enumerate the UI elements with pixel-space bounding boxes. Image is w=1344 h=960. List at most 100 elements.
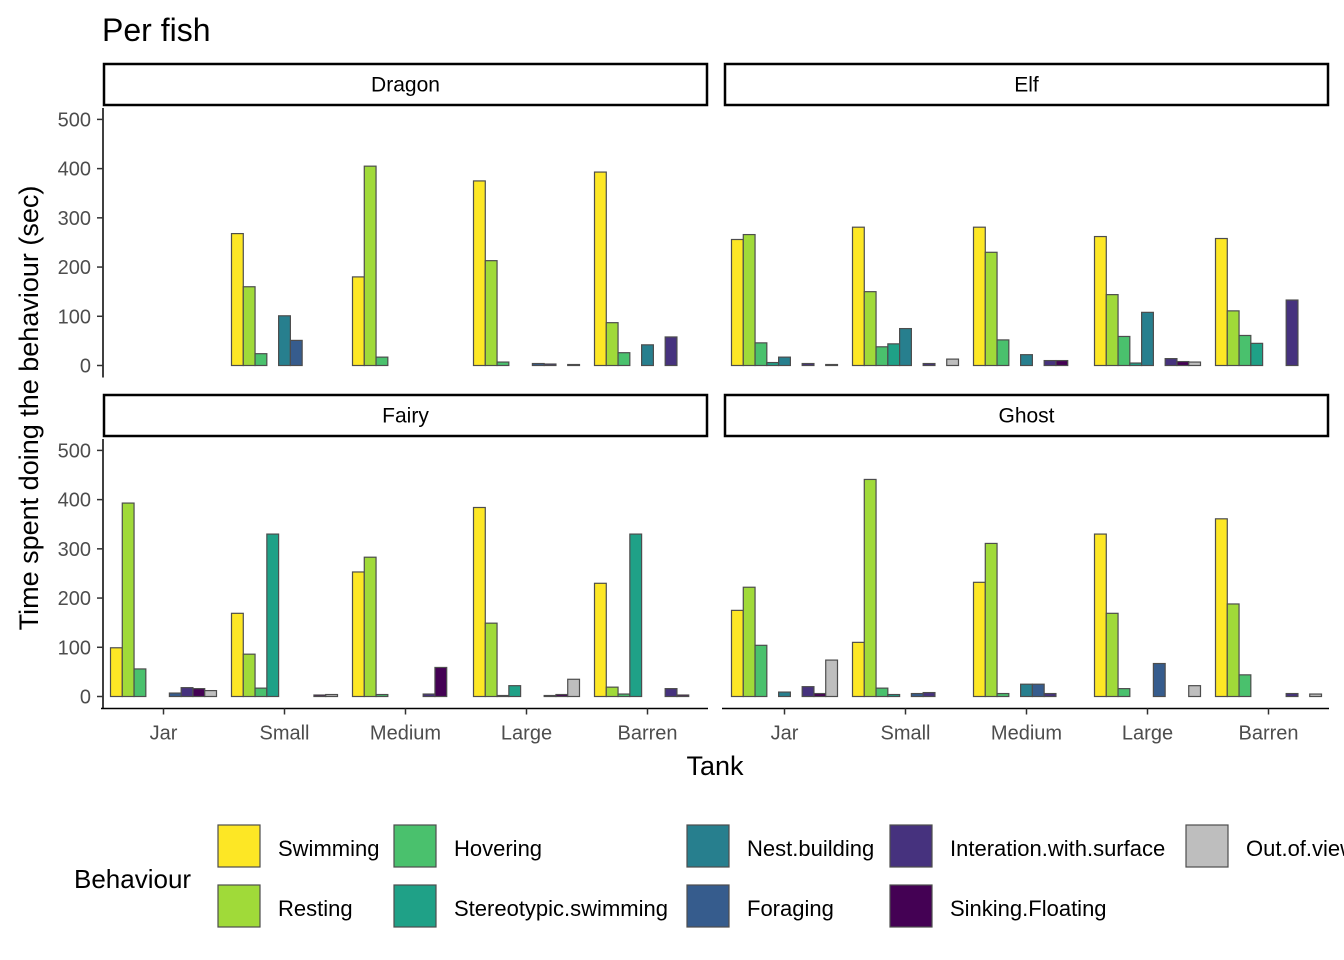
bar-hovering [375,693,389,698]
y-axis-label: Time spent doing the behaviour (sec) [14,186,44,631]
bar-out-of-view [325,693,339,698]
bar-nest-building [778,691,791,698]
bar-swimming [851,226,865,367]
bar-sinking-floating [1176,360,1190,367]
bar-hovering [496,694,510,698]
bar-sinking-floating [813,692,827,698]
bar-interation-with-surface [664,688,678,698]
bar-swimming [109,647,123,698]
bar-group-medium [351,556,448,698]
x-tick-label: Medium [370,723,441,745]
bar-nest-building [278,315,291,367]
bar-nest-building [778,356,791,367]
bar-stereotypic-swimming [629,533,643,698]
bar-swimming [472,506,486,698]
bar-out-of-view [946,358,960,367]
facet-ghost: Ghost Jar Small Medium Large Barren [722,393,1330,745]
bar-interation-with-surface [664,336,678,367]
facet-elf: Elf [723,62,1330,367]
legend-label: Hovering [454,836,542,861]
facet-strip [102,393,709,438]
bar-interation-with-surface [1285,692,1299,698]
legend-item-hovering: Hovering [393,824,542,868]
legend-item-out-of-view: Out.of.view [1185,824,1344,868]
y-tick-label: 300 [58,539,91,561]
facet-fairy: Fairy 0 100 200 300 400 500 Jar Small Medium Large… [58,393,709,745]
bar-hovering [1238,674,1252,698]
x-tick-label: Small [259,723,309,745]
y-tick-label: 200 [58,257,91,279]
bar-group-jar [109,502,218,698]
bar-swimming [1093,533,1107,698]
legend-item-nest-building: Nest.building [686,824,874,868]
chart-title: Per fish [102,12,210,48]
bar-group-barren [593,533,690,698]
bar-out-of-view [1309,693,1323,698]
bar-resting [242,286,256,367]
facet-strip [723,62,1330,107]
bar-hovering [996,339,1010,367]
bar-group-jar [730,233,839,367]
y-tick-label: 0 [80,687,91,709]
x-tick-label: Barren [1238,723,1298,745]
bar-resting [121,502,135,698]
legend-label: Foraging [747,896,834,921]
bar-group-large [472,506,581,698]
facet-label: Elf [1014,74,1039,97]
bar-hovering [496,361,510,367]
bar-interation-with-surface [922,691,936,698]
bar-interation-with-surface [1285,299,1299,367]
bar-hovering [875,346,889,367]
legend-item-stereotypic-swimming: Stereotypic.swimming [393,884,668,928]
bar-out-of-view [825,363,839,367]
y-tick-label: 100 [58,306,91,328]
x-tick-label: Medium [991,723,1062,745]
legend-item-foraging: Foraging [686,884,834,928]
bar-swimming [593,171,607,367]
bar-swimming [1214,237,1228,367]
facet-label: Fairy [382,405,429,428]
bar-out-of-view [1188,361,1202,367]
bar-sinking-floating [676,694,690,698]
bar-group-large [1093,235,1202,367]
bar-hovering [617,352,631,367]
bar-resting [742,586,756,698]
bar-interation-with-surface [543,363,557,367]
bar-group-large [472,180,581,367]
legend-swatch [1185,824,1229,868]
bar-stereotypic-swimming [887,343,901,367]
y-tick-label: 500 [58,440,91,462]
bar-resting [1226,603,1240,698]
bar-interation-with-surface [801,362,815,367]
y-tick-label: 200 [58,588,91,610]
bar-resting [1105,612,1119,698]
bar-swimming [351,276,365,367]
bar-hovering [375,356,389,367]
x-axis-label: Tank [686,751,744,781]
bar-nest-building [1020,354,1033,367]
bar-resting [605,686,619,698]
legend-item-resting: Resting [217,884,353,928]
bar-resting [242,653,256,698]
bar-sinking-floating [192,688,206,698]
bar-nest-building [1141,311,1154,367]
legend-label: Resting [278,896,353,921]
bar-interation-with-surface [922,362,936,367]
legend-label: Nest.building [747,836,874,861]
bar-foraging [531,362,545,367]
bar-foraging [1152,662,1166,698]
legend-swatch [686,884,730,928]
bar-resting [863,291,877,367]
bar-group-small [851,226,960,367]
bar-resting [863,478,877,698]
legend-label: Out.of.view [1246,836,1344,861]
legend-swatch [686,824,730,868]
bar-resting [363,556,377,698]
bar-interation-with-surface [801,686,815,698]
legend-swatch [889,824,933,868]
y-tick-label: 500 [58,109,91,131]
bar-group-medium [351,165,389,367]
bar-hovering [617,693,631,698]
bar-group-small [851,478,936,698]
